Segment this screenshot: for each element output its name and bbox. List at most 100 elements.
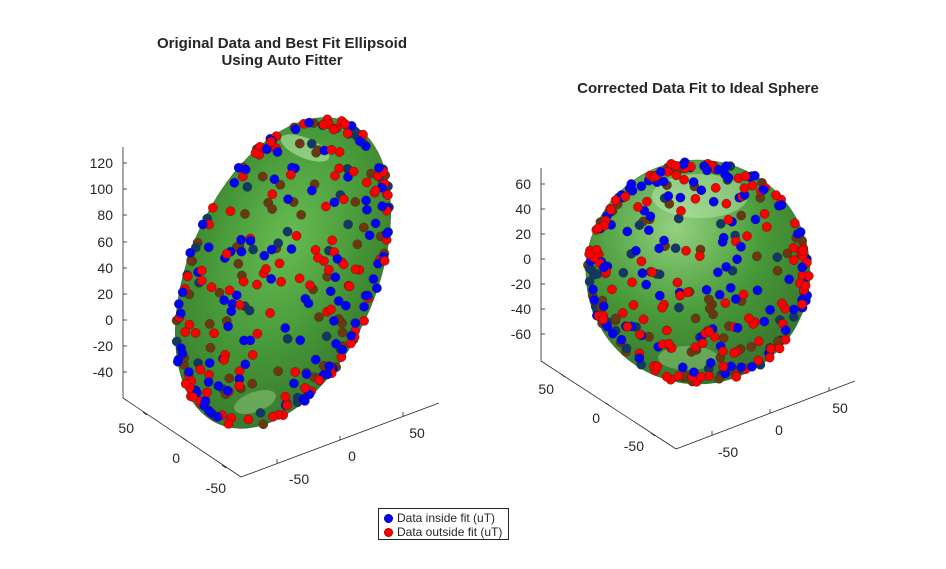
left-point-inside [321,331,332,342]
right-point-inside [641,279,652,290]
right-plot: Corrected Data Fit to Ideal Sphere 60 40… [511,80,856,460]
left-point-inside [184,367,194,377]
right-point-outside [664,338,674,349]
left-y-tick-mark [182,437,188,442]
right-z-tick-label: -60 [511,326,531,342]
left-point-inside [290,124,301,135]
left-point-outside [258,419,269,430]
right-point-inside [765,305,775,315]
left-point-outside [261,264,271,274]
right-point-outside [673,371,684,381]
left-point-outside [337,327,348,338]
right-point-inside [776,200,787,210]
right-point-outside [681,245,691,256]
left-point-outside [334,163,345,174]
right-point-inside [797,262,808,273]
left-z-tick-label: 20 [97,286,113,302]
left-point-outside [214,287,225,298]
right-point-outside [774,343,785,354]
left-point-outside [342,128,353,139]
left-point-inside [325,286,336,297]
right-title: Corrected Data Fit to Ideal Sphere [577,80,819,97]
legend-label-outside: Data outside fit (uT) [397,525,503,539]
right-point-outside [675,290,686,301]
left-point-outside [247,378,257,389]
left-point-outside [328,124,339,135]
left-point-outside [206,282,217,293]
left-point-inside [364,230,375,241]
left-x-tick-label: -50 [289,471,309,487]
left-point-outside [291,230,302,241]
left-point-inside [229,177,240,188]
right-point-inside [750,170,760,181]
left-point-inside [343,219,353,230]
left-point-inside [239,335,249,346]
left-point-inside [171,336,182,347]
left-point-outside [290,367,301,377]
left-point-outside [247,350,258,360]
left-point-inside [223,321,233,332]
right-point-inside [618,267,629,278]
left-point-inside [306,138,317,149]
left-point-inside [304,117,314,128]
left-point-outside [196,275,207,286]
left-ellipsoid-highlight [234,389,276,415]
right-point-outside [762,222,772,232]
right-point-inside [706,357,716,368]
right-point-outside [720,298,731,308]
right-point-outside [584,249,595,259]
left-point-outside [330,170,340,181]
left-point-inside [377,201,388,211]
right-point-inside [747,361,757,372]
left-plot: Original Data and Best Fit Ellipsoid Usi… [90,35,440,496]
left-point-inside [295,335,306,346]
left-y-tick-label: 50 [118,420,134,436]
left-point-inside [330,272,341,283]
left-point-outside [326,144,337,155]
left-point-outside [314,375,325,386]
left-point-outside [190,328,201,338]
right-x-ticks: -50 0 50 [711,387,848,460]
left-z-tick-label: -40 [93,364,113,380]
right-point-inside [631,245,641,256]
right-point-inside [636,181,647,191]
right-point-inside [713,164,724,175]
left-point-outside [209,328,219,339]
legend: Data inside fit (uT) Data outside fit (u… [378,508,509,540]
right-point-outside [772,265,783,276]
right-point-inside [588,284,598,295]
right-point-inside [718,232,729,243]
left-y-axis [122,397,242,478]
right-point-outside [690,313,701,324]
right-point-outside [606,205,616,215]
left-point-outside [252,279,262,290]
left-point-outside [204,319,215,329]
left-point-inside [354,136,365,146]
right-point-inside [658,176,669,187]
right-point-inside [678,362,688,373]
left-point-outside [243,414,254,425]
left-point-outside [314,312,324,322]
left-point-inside [240,359,251,370]
right-point-outside [695,251,705,261]
right-point-outside [777,298,787,309]
left-point-inside [283,194,293,204]
left-point-outside [305,280,315,291]
left-point-inside [359,301,369,312]
left-y-tick-mark [142,411,148,416]
left-point-inside [266,274,276,284]
right-point-inside [752,285,763,296]
left-z-tick-label: 40 [97,260,113,276]
right-point-inside [713,267,723,278]
legend-label-inside: Data inside fit (uT) [397,511,496,525]
left-point-outside [383,190,393,200]
left-point-inside [361,141,371,151]
right-point-outside [710,183,721,193]
left-point-outside [238,276,249,287]
left-point-outside [350,197,361,207]
left-point-inside [219,295,229,306]
right-point-outside [636,256,647,267]
left-point-inside [300,293,311,304]
right-point-inside [736,241,746,252]
